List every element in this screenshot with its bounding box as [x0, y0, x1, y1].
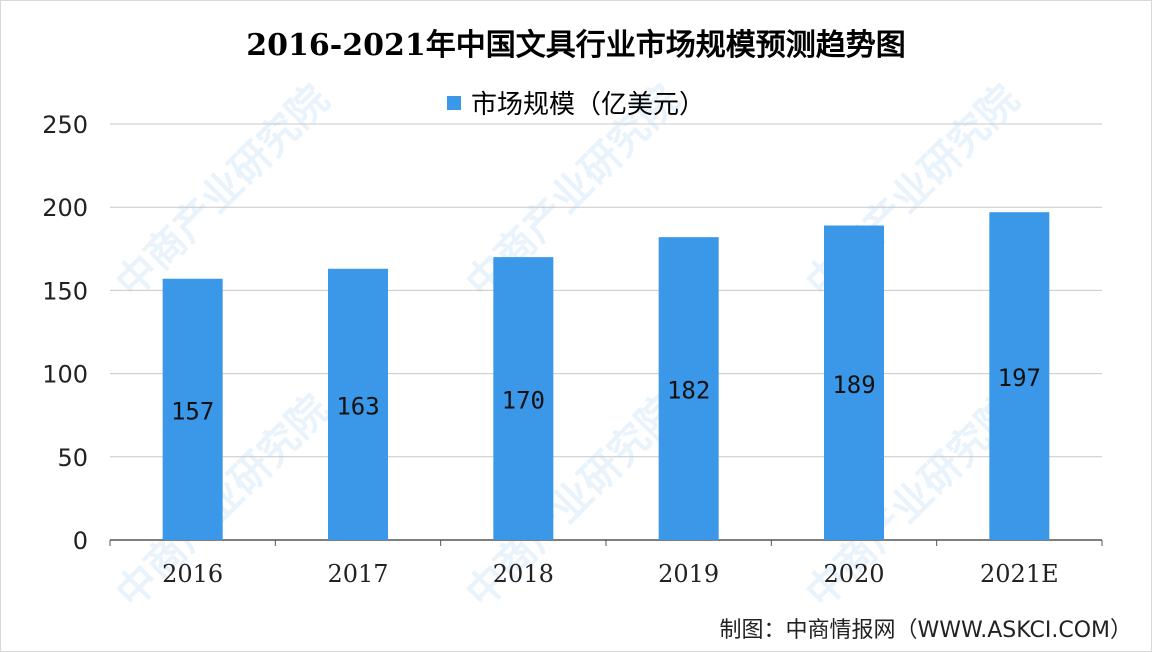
data-label: 182 — [667, 377, 710, 405]
data-label: 163 — [336, 392, 379, 420]
y-tick-label: 200 — [42, 194, 88, 222]
bar — [493, 257, 554, 540]
x-tick-label: 2018 — [493, 560, 554, 588]
chart-title: 2016-2021年中国文具行业市场规模预测趋势图 — [246, 28, 906, 63]
x-tick-label: 2020 — [823, 560, 884, 588]
y-tick-label: 150 — [42, 277, 88, 305]
y-tick-label: 0 — [73, 527, 88, 555]
data-label: 189 — [832, 371, 875, 399]
x-tick-label: 2017 — [327, 560, 388, 588]
y-tick-label: 250 — [42, 111, 88, 139]
bar — [328, 268, 388, 540]
y-tick-label: 50 — [57, 444, 88, 472]
data-label: 170 — [502, 387, 545, 415]
source-note: 制图：中商情报网（WWW.ASKCI.COM） — [719, 618, 1132, 643]
bar — [989, 212, 1050, 540]
y-tick-label: 100 — [42, 361, 88, 389]
chart-legend: 市场规模（亿美元） — [0, 84, 1152, 121]
x-tick-label: 2021E — [980, 560, 1059, 588]
data-label: 157 — [171, 397, 214, 425]
legend-label: 市场规模（亿美元） — [470, 90, 705, 120]
x-tick-label: 2019 — [658, 560, 719, 588]
bar — [162, 278, 223, 540]
bar — [824, 225, 884, 540]
bar — [658, 237, 719, 541]
x-tick-label: 2016 — [162, 560, 223, 588]
legend-swatch — [446, 95, 461, 110]
data-label: 197 — [998, 364, 1041, 392]
